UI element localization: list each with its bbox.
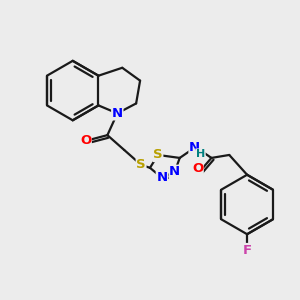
Text: F: F: [242, 244, 252, 256]
Text: O: O: [80, 134, 91, 147]
Text: S: S: [153, 148, 163, 161]
Text: N: N: [156, 171, 167, 184]
Text: N: N: [112, 107, 123, 120]
Text: O: O: [192, 162, 203, 175]
Text: H: H: [196, 149, 205, 159]
Text: N: N: [189, 140, 200, 154]
Text: N: N: [169, 165, 180, 178]
Text: S: S: [136, 158, 146, 171]
